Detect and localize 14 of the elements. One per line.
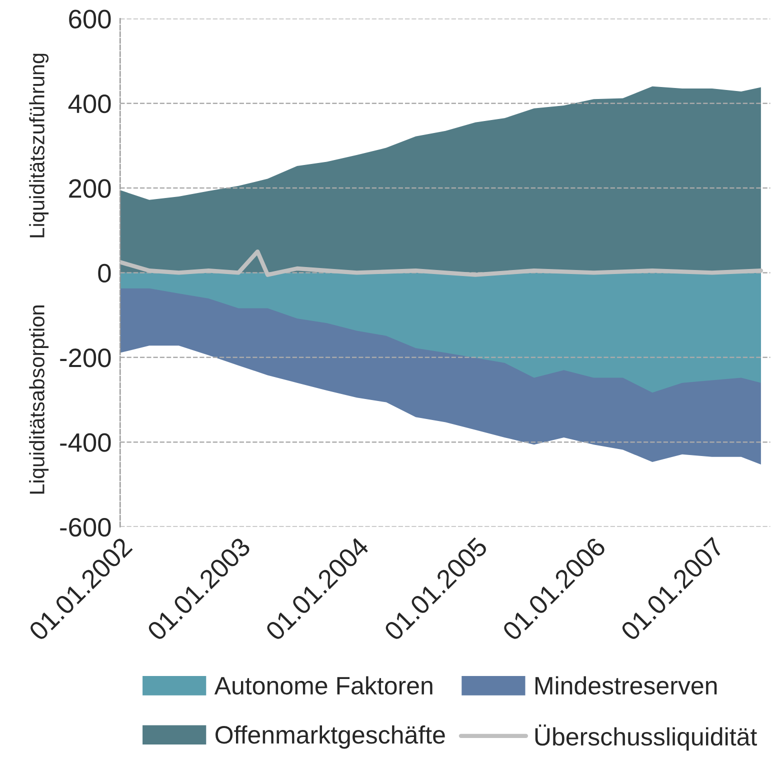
y-axis-title: Liquiditätszuführung — [29, 54, 49, 238]
y-tick-label: 400 — [68, 94, 111, 114]
y-tick-label: 600 — [69, 10, 111, 28]
y-tick-label: 200 — [69, 179, 111, 198]
legend-label: Autonome Faktoren — [214, 676, 432, 695]
legend-label: Überschussliquidität — [535, 724, 757, 751]
line-series — [120, 249, 764, 277]
legend-label: Offenmarktgeschäfte — [216, 725, 445, 749]
legend-label: Mindestreserven — [536, 676, 717, 695]
y-tick-label: 0 — [98, 264, 111, 283]
y-tick-label: -600 — [60, 518, 111, 537]
text: Liquiditätsabsorption — [29, 306, 49, 494]
y-tick-label: -200 — [60, 348, 111, 368]
y-tick-label: -400 — [60, 433, 111, 452]
